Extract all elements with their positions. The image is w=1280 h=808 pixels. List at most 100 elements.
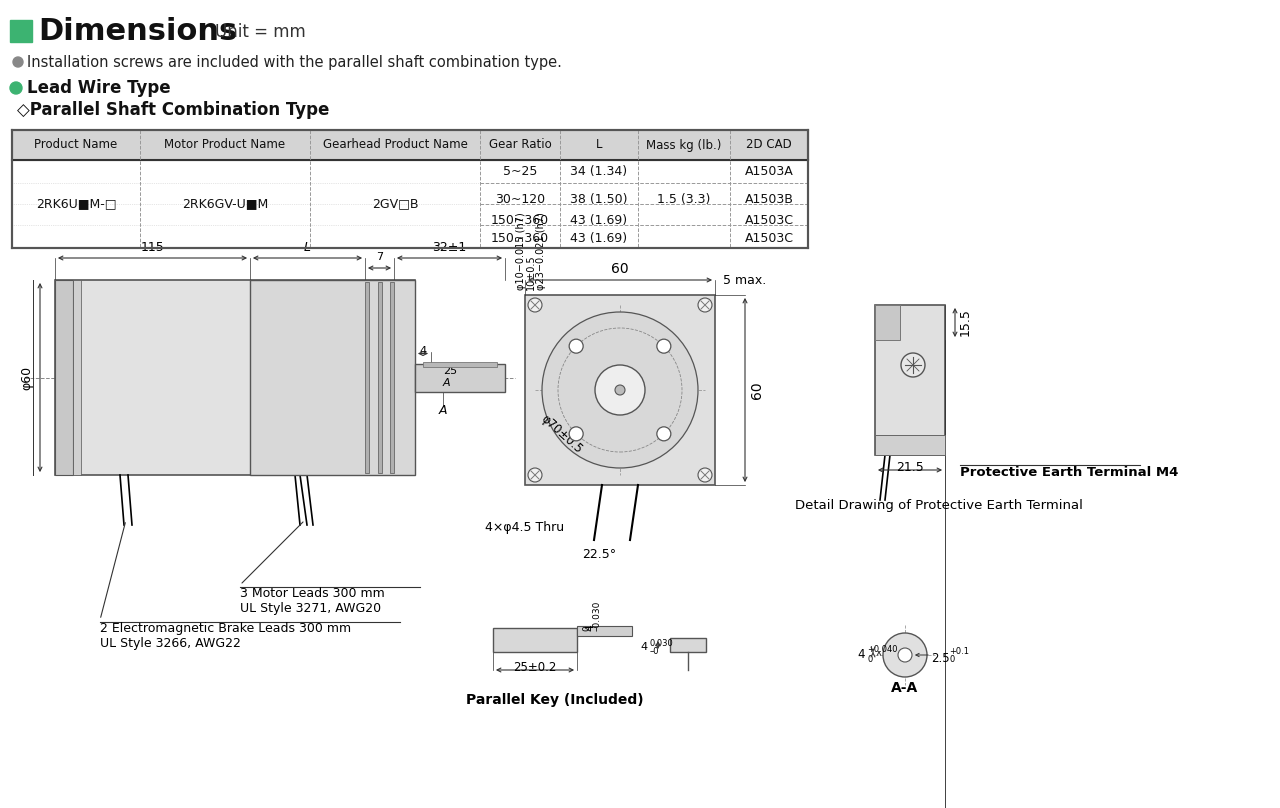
Text: 0.030: 0.030 <box>650 638 673 647</box>
Bar <box>876 305 900 340</box>
Bar <box>669 638 707 652</box>
Text: 2 Electromagnetic Brake Leads 300 mm
UL Style 3266, AWG22: 2 Electromagnetic Brake Leads 300 mm UL … <box>100 622 351 650</box>
Text: 15.5: 15.5 <box>959 308 972 336</box>
Text: 4: 4 <box>858 649 865 662</box>
Text: +0.1: +0.1 <box>948 647 969 656</box>
Text: A1503B: A1503B <box>745 193 794 206</box>
Text: 7: 7 <box>376 252 383 262</box>
Text: A: A <box>443 378 451 389</box>
Text: 5~25: 5~25 <box>503 165 538 178</box>
Circle shape <box>698 468 712 482</box>
Text: Parallel Key (Included): Parallel Key (Included) <box>466 693 644 707</box>
Bar <box>378 282 381 473</box>
Text: 25±0.2: 25±0.2 <box>513 661 557 674</box>
Text: 0: 0 <box>948 655 955 664</box>
Text: 150~360: 150~360 <box>492 232 549 245</box>
Text: Unit = mm: Unit = mm <box>215 23 306 41</box>
Circle shape <box>529 468 541 482</box>
Bar <box>422 361 497 367</box>
Circle shape <box>529 298 541 312</box>
Text: Gear Ratio: Gear Ratio <box>489 138 552 152</box>
Text: 4: 4 <box>585 625 595 631</box>
Text: φ60: φ60 <box>20 365 33 389</box>
Text: 2.5: 2.5 <box>931 651 950 664</box>
Text: +0.040: +0.040 <box>867 646 897 654</box>
Bar <box>415 364 506 392</box>
Circle shape <box>899 648 911 662</box>
Text: 2RK6GV-U■M: 2RK6GV-U■M <box>182 197 268 211</box>
Text: Detail Drawing of Protective Earth Terminal: Detail Drawing of Protective Earth Termi… <box>795 499 1083 511</box>
Text: 22.5°: 22.5° <box>582 548 616 561</box>
Circle shape <box>901 353 925 377</box>
Circle shape <box>10 82 22 94</box>
Text: L: L <box>595 138 603 152</box>
Bar <box>73 280 81 475</box>
Bar <box>525 295 716 485</box>
Text: Lead Wire Type: Lead Wire Type <box>27 79 170 97</box>
Text: 43 (1.69): 43 (1.69) <box>571 232 627 245</box>
Text: 150~360: 150~360 <box>492 214 549 227</box>
Text: Dimensions: Dimensions <box>38 18 237 47</box>
Text: –0.030: –0.030 <box>593 600 602 631</box>
Text: A-A: A-A <box>891 681 919 695</box>
Text: 2GV□B: 2GV□B <box>371 197 419 211</box>
Bar <box>577 626 632 636</box>
Circle shape <box>13 57 23 67</box>
Circle shape <box>541 312 698 468</box>
Circle shape <box>570 427 584 441</box>
Text: 4×φ4.5 Thru: 4×φ4.5 Thru <box>485 521 564 535</box>
Text: 4: 4 <box>641 642 648 652</box>
Bar <box>876 305 945 455</box>
Bar <box>493 628 577 652</box>
Text: 32±1: 32±1 <box>433 241 467 254</box>
Bar <box>365 282 369 473</box>
Text: Protective Earth Terminal M4: Protective Earth Terminal M4 <box>960 466 1179 479</box>
Text: 0: 0 <box>582 625 591 631</box>
Text: Gearhead Product Name: Gearhead Product Name <box>323 138 467 152</box>
Text: A1503C: A1503C <box>745 232 794 245</box>
Text: A1503A: A1503A <box>745 165 794 178</box>
Text: Mass kg (lb.): Mass kg (lb.) <box>646 138 722 152</box>
Text: φ23−0.021 (h7): φ23−0.021 (h7) <box>536 213 547 290</box>
Text: L: L <box>305 241 311 254</box>
Text: 60: 60 <box>750 381 764 399</box>
Text: φ70±0.5: φ70±0.5 <box>538 412 585 456</box>
Bar <box>55 280 415 475</box>
Circle shape <box>614 385 625 395</box>
Circle shape <box>595 365 645 415</box>
Text: 0: 0 <box>867 655 872 664</box>
Bar <box>390 282 394 473</box>
Text: Motor Product Name: Motor Product Name <box>164 138 285 152</box>
Text: φ10−0.015 (h7): φ10−0.015 (h7) <box>516 213 526 290</box>
Text: 2RK6U■M-□: 2RK6U■M-□ <box>36 197 116 211</box>
Text: 38 (1.50): 38 (1.50) <box>571 193 627 206</box>
Text: 25: 25 <box>443 367 457 377</box>
Text: 30~120: 30~120 <box>495 193 545 206</box>
Circle shape <box>657 427 671 441</box>
Text: A1503C: A1503C <box>745 214 794 227</box>
Text: 21.5: 21.5 <box>896 461 924 474</box>
Circle shape <box>698 298 712 312</box>
Text: 10±0.5: 10±0.5 <box>526 255 536 290</box>
Text: A: A <box>439 403 447 416</box>
Text: Installation screws are included with the parallel shaft combination type.: Installation screws are included with th… <box>27 54 562 69</box>
Circle shape <box>570 339 584 353</box>
Text: 43 (1.69): 43 (1.69) <box>571 214 627 227</box>
Text: Product Name: Product Name <box>35 138 118 152</box>
Bar <box>876 435 945 455</box>
Text: ◇Parallel Shaft Combination Type: ◇Parallel Shaft Combination Type <box>17 101 329 119</box>
Text: 3 Motor Leads 300 mm
UL Style 3271, AWG20: 3 Motor Leads 300 mm UL Style 3271, AWG2… <box>241 587 385 615</box>
Text: 5 max.: 5 max. <box>723 273 767 287</box>
Bar <box>12 130 808 248</box>
Bar <box>250 280 415 475</box>
Text: 34 (1.34): 34 (1.34) <box>571 165 627 178</box>
Text: 4: 4 <box>420 346 426 356</box>
Bar <box>12 130 808 160</box>
Text: 60: 60 <box>611 262 628 276</box>
Text: 2D CAD: 2D CAD <box>746 138 792 152</box>
Text: 115: 115 <box>141 241 164 254</box>
Bar <box>55 280 73 475</box>
Circle shape <box>883 633 927 677</box>
Bar <box>10 20 32 42</box>
Circle shape <box>657 339 671 353</box>
